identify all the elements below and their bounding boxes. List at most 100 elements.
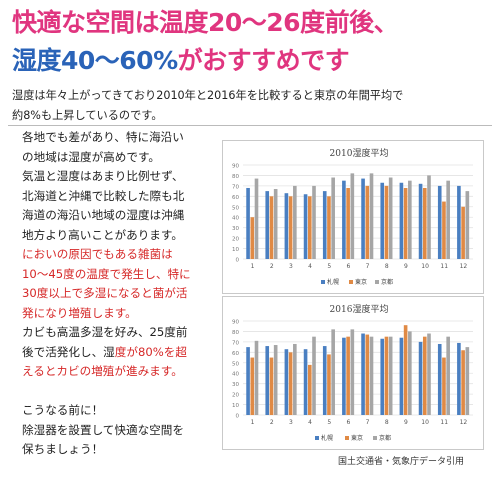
- body-line: 気温と湿度はあまり比例せず、: [22, 169, 184, 183]
- bar-kyoto: [254, 340, 259, 415]
- legend-swatch: [321, 280, 325, 284]
- body-line: の地域は湿度が高めです。: [22, 150, 160, 164]
- bar-tokyo: [327, 354, 331, 415]
- y-tick-label: 90: [232, 164, 239, 170]
- body-line: 発になり増殖します。: [22, 306, 137, 320]
- x-tick-label: 3: [289, 263, 293, 270]
- y-tick-label: 10: [232, 247, 239, 253]
- legend-label: 札幌: [327, 278, 339, 286]
- bar-tokyo: [384, 336, 389, 415]
- y-tick-label: 40: [232, 216, 239, 222]
- y-tick-label: 30: [232, 226, 239, 232]
- y-tick-label: 70: [232, 184, 239, 190]
- x-tick-label: 11: [440, 419, 448, 426]
- y-tick-label: 0: [236, 258, 240, 264]
- headline-humidity-range: 湿度40～60%: [12, 46, 178, 75]
- bar-tokyo: [422, 336, 427, 415]
- bar-sapporo: [322, 191, 327, 259]
- y-tick-label: 80: [232, 330, 239, 336]
- bar-kyoto: [408, 331, 412, 415]
- intro-line1: 湿度は年々上がってきており2010年と2016年を比較すると東京の年間平均で: [12, 89, 404, 102]
- body-line: 地方より高いことがあります。: [22, 228, 183, 242]
- bar-kyoto: [388, 336, 393, 415]
- bar-kyoto: [465, 191, 470, 259]
- legend-swatch: [315, 436, 319, 440]
- bar-tokyo: [365, 334, 370, 415]
- bar-tokyo: [327, 196, 331, 259]
- bar-sapporo: [437, 343, 442, 415]
- bar-tokyo: [442, 201, 446, 259]
- legend-label: 京都: [379, 434, 391, 442]
- divider: [8, 125, 492, 126]
- bar-kyoto: [331, 177, 335, 259]
- y-tick-label: 20: [232, 237, 239, 243]
- legend-swatch: [375, 280, 379, 284]
- y-tick-label: 50: [232, 361, 239, 367]
- bar-tokyo: [442, 357, 446, 415]
- x-tick-label: 1: [251, 419, 255, 426]
- x-tick-label: 1: [251, 263, 255, 270]
- x-tick-label: 12: [460, 263, 468, 270]
- bar-sapporo: [342, 180, 346, 259]
- legend-swatch: [349, 280, 353, 284]
- bar-kyoto: [427, 333, 431, 415]
- y-tick-label: 70: [232, 340, 239, 346]
- chart-2016: 2016湿度平均 0 10 20 30 40 50 60 70 80 90 1 2 3 4 5 6 7 8 9 10 11…: [222, 296, 484, 450]
- x-tick-label: 5: [327, 263, 331, 270]
- bar-sapporo: [361, 178, 365, 259]
- body-line: えるとカビの増殖が進みます。: [22, 364, 183, 378]
- bar-sapporo: [380, 182, 385, 259]
- bar-sapporo: [303, 349, 308, 415]
- x-tick-label: 3: [289, 419, 293, 426]
- body-line-plain: 後で活発化し、湿: [22, 345, 115, 359]
- bar-kyoto: [369, 173, 374, 259]
- bar-sapporo: [284, 349, 289, 415]
- bar-tokyo: [403, 325, 408, 415]
- x-tick-label: 10: [421, 419, 429, 426]
- bar-tokyo: [250, 357, 255, 415]
- bar-sapporo: [342, 337, 346, 415]
- bar-tokyo: [307, 196, 312, 259]
- bar-kyoto: [312, 336, 316, 415]
- bar-tokyo: [269, 196, 274, 259]
- y-tick-label: 80: [232, 174, 239, 180]
- bar-tokyo: [403, 187, 408, 259]
- bar-kyoto: [273, 345, 278, 415]
- intro-line2: 約8%も上昇しているのです。: [12, 109, 163, 122]
- bar-sapporo: [418, 183, 423, 259]
- bar-sapporo: [437, 185, 442, 259]
- body-line: 北海道と沖縄で比較した際も北: [22, 189, 185, 203]
- legend-label: 京都: [381, 278, 393, 286]
- bar-kyoto: [427, 175, 431, 259]
- bar-sapporo: [303, 194, 308, 259]
- x-tick-label: 9: [404, 263, 408, 270]
- x-tick-label: 10: [421, 263, 429, 270]
- bar-sapporo: [246, 187, 250, 259]
- bar-kyoto: [273, 189, 278, 259]
- headline-line1: 快適な空間は温度20～26度前後、: [12, 8, 399, 37]
- y-tick-label: 90: [232, 320, 239, 326]
- y-tick-label: 60: [232, 195, 239, 201]
- bar-tokyo: [288, 196, 293, 259]
- body-line: 保ちましょう！: [22, 442, 104, 456]
- legend-swatch: [345, 436, 349, 440]
- bar-kyoto: [293, 343, 297, 415]
- y-tick-label: 10: [232, 403, 239, 409]
- body-line-highlight: 度が80%を超: [114, 345, 187, 359]
- bar-tokyo: [461, 206, 465, 259]
- bar-kyoto: [350, 329, 355, 415]
- body-line: 10～45度の温度で発生し、特に: [22, 267, 191, 281]
- body-line: においの原因でもある雑菌は: [22, 247, 173, 261]
- bar-sapporo: [418, 341, 423, 415]
- bar-kyoto: [254, 178, 259, 259]
- bar-sapporo: [457, 342, 461, 415]
- bar-kyoto: [331, 329, 335, 415]
- bar-sapporo: [265, 191, 270, 259]
- bar-sapporo: [265, 346, 270, 415]
- legend-label: 東京: [355, 278, 367, 286]
- x-tick-label: 2: [270, 263, 274, 270]
- bar-kyoto: [388, 177, 393, 259]
- bar-kyoto: [408, 180, 412, 259]
